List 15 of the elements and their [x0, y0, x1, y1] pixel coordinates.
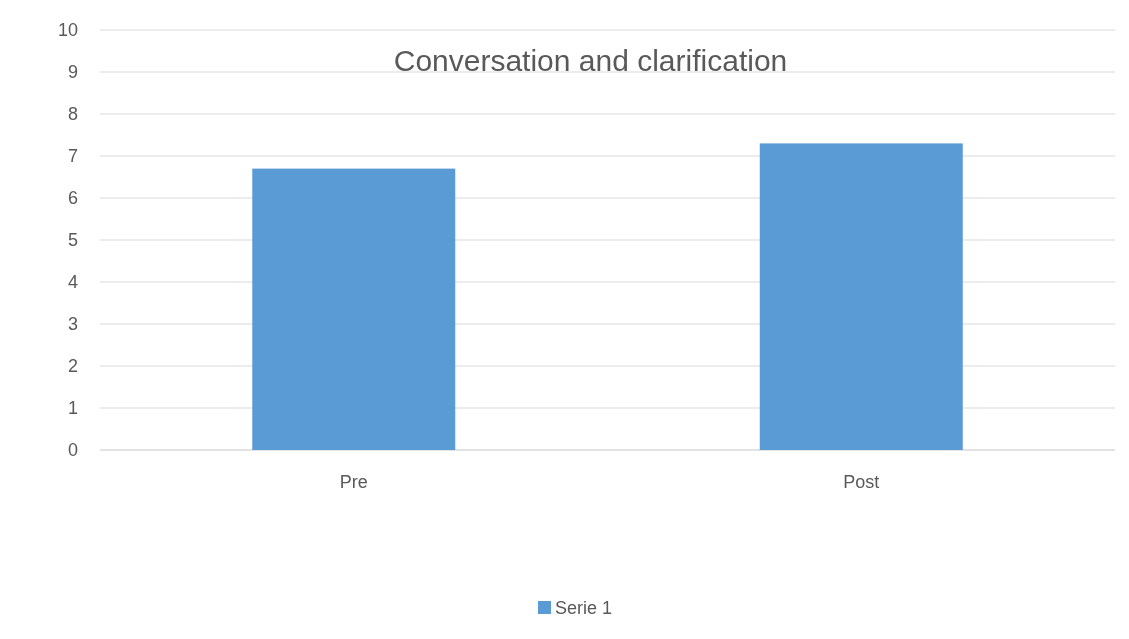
y-tick-label: 1 — [67, 398, 78, 419]
legend-label: Serie 1 — [555, 598, 613, 619]
y-tick-label: 2 — [67, 356, 78, 377]
x-tick-label: Pre — [339, 472, 368, 492]
y-tick-label: 5 — [67, 230, 78, 251]
y-tick-label: 6 — [67, 188, 78, 209]
y-tick-label: 3 — [67, 314, 78, 335]
x-tick-label: Post — [843, 472, 880, 492]
y-tick-label: 7 — [67, 146, 78, 167]
y-tick-label: 4 — [67, 272, 78, 293]
y-tick-label: 0 — [67, 440, 78, 461]
y-tick-label: 10 — [57, 20, 78, 41]
text: Conversation and clarification — [393, 44, 788, 77]
y-tick-label: 8 — [67, 104, 78, 125]
y-tick-label: 9 — [67, 62, 78, 83]
